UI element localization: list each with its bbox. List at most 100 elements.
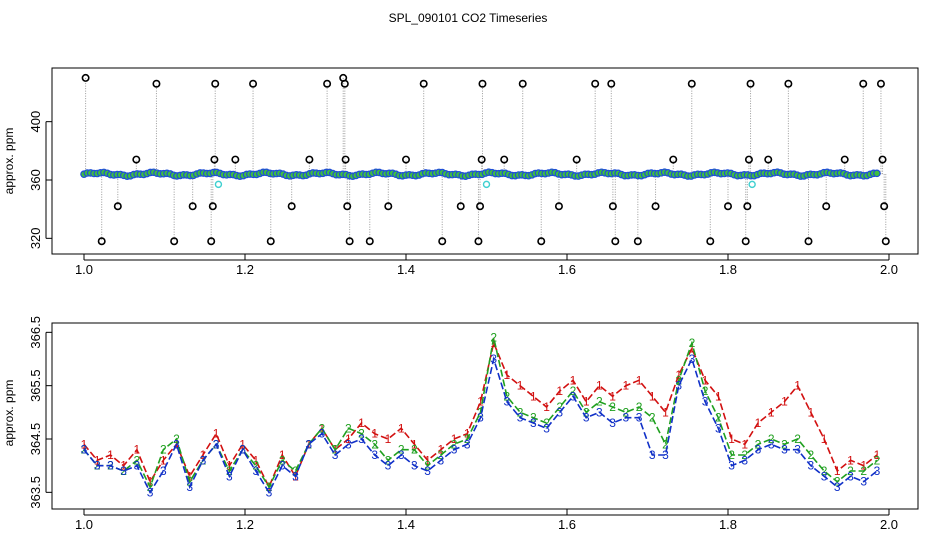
series-1-marker: 1 (464, 427, 471, 441)
series-3-marker: 3 (424, 464, 431, 478)
series-1-marker: 1 (556, 384, 563, 398)
spike-point (741, 237, 750, 246)
cyan-point (214, 180, 223, 189)
top-x-tick-label: 1.4 (397, 262, 415, 277)
series-1-marker: 1 (504, 368, 511, 382)
series-2-marker: 2 (345, 421, 352, 435)
spike-point (231, 155, 240, 164)
series-3-marker: 3 (570, 389, 577, 403)
spike-point (859, 79, 868, 88)
series-3-marker: 3 (715, 421, 722, 435)
top-x-tick-label: 1.8 (719, 262, 737, 277)
series-3-marker: 3 (358, 432, 365, 446)
spike-point (132, 155, 141, 164)
bottom-x-tick-label: 1.6 (558, 517, 576, 532)
series-1-marker: 1 (81, 437, 88, 451)
spike-point (591, 79, 600, 88)
spike-point (723, 202, 732, 211)
series-3-marker: 3 (821, 469, 828, 483)
series-2-marker: 2 (305, 437, 312, 451)
series-3-marker: 3 (239, 443, 246, 457)
series-3-marker: 3 (662, 448, 669, 462)
series-1-marker: 1 (160, 453, 167, 467)
bottom-panel: approx. ppm 1.0 1.2 1.4 1.6 1.8 2.0 363.5 364.5… (2, 316, 919, 532)
spike-point (518, 79, 527, 88)
series-2-marker: 2 (741, 448, 748, 462)
series-2-marker: 2 (371, 437, 378, 451)
series-1-marker: 1 (213, 427, 220, 441)
series-2-marker: 2 (847, 464, 854, 478)
spike-point (188, 202, 197, 211)
bottom-y-tick-label: 366.5 (28, 316, 43, 349)
series-1-marker: 1 (186, 469, 193, 483)
series-1-marker: 1 (755, 416, 762, 430)
series-2-marker: 2 (834, 475, 841, 489)
series-1-marker: 1 (345, 432, 352, 446)
series-3-marker: 3 (464, 437, 471, 451)
spike-point (266, 237, 275, 246)
series-2-marker: 2 (570, 384, 577, 398)
series-1-marker: 1 (252, 453, 259, 467)
series-2-marker: 2 (596, 395, 603, 409)
spike-point (608, 202, 617, 211)
series-3-marker: 3 (874, 464, 881, 478)
spike-point (706, 237, 715, 246)
series-1-marker: 1 (689, 341, 696, 355)
top-x-tick-label: 2.0 (880, 262, 898, 277)
baseline-point (873, 169, 881, 178)
top-x-tick-label: 1.6 (558, 262, 576, 277)
series-3-marker: 3 (292, 469, 299, 483)
series-3-marker: 3 (147, 485, 154, 499)
series-3-marker: 3 (385, 459, 392, 473)
series-3-marker: 3 (649, 448, 656, 462)
series-1-marker: 1 (821, 432, 828, 446)
series-1-marker: 1 (239, 437, 246, 451)
series-2-marker: 2 (768, 432, 775, 446)
series-1-marker: 1 (622, 379, 629, 393)
series-2-marker: 2 (662, 437, 669, 451)
series-2-marker: 2 (636, 400, 643, 414)
series-1-marker: 1 (530, 389, 537, 403)
series-3-marker: 3 (319, 427, 326, 441)
spike-point (476, 202, 485, 211)
spike-point (478, 79, 487, 88)
series-1-marker: 1 (728, 432, 735, 446)
series-3-marker: 3 (332, 448, 339, 462)
series-1-marker: 1 (107, 448, 114, 462)
series-2-marker: 2 (252, 459, 259, 473)
series-1-marker: 1 (596, 379, 603, 393)
spike-point (97, 237, 106, 246)
series-1-marker: 1 (147, 475, 154, 489)
top-x-tick-label: 1.2 (236, 262, 254, 277)
spike-point (607, 79, 616, 88)
series-2-marker: 2 (147, 480, 154, 494)
spike-point (881, 237, 890, 246)
series-2-marker: 2 (464, 432, 471, 446)
spike-point (340, 79, 349, 88)
spike-point (343, 202, 352, 211)
series-1-marker: 1 (173, 437, 180, 451)
spike-point (500, 155, 509, 164)
spike-point (210, 155, 219, 164)
series-1-marker: 1 (874, 448, 881, 462)
series-3-marker: 3 (622, 411, 629, 425)
series-1-marker: 1 (662, 405, 669, 419)
series-3-marker: 3 (609, 416, 616, 430)
series-1-marker: 1 (609, 389, 616, 403)
series-2-marker: 2 (794, 432, 801, 446)
series-1-marker: 1 (768, 405, 775, 419)
series-2-marker: 2 (490, 331, 497, 345)
bottom-axes: 1.0 1.2 1.4 1.6 1.8 2.0 363.5 364.5 365.5 366.5 (28, 316, 898, 532)
series-1-marker: 1 (279, 448, 286, 462)
series-3-marker: 3 (81, 443, 88, 457)
series-3-line (83, 355, 878, 494)
spike-point (419, 79, 428, 88)
bottom-y-axis-label: approx. ppm (2, 380, 16, 447)
series-3-marker: 3 (94, 459, 101, 473)
bottom-x-tick-label: 2.0 (880, 517, 898, 532)
series-2-marker: 2 (120, 464, 127, 478)
bottom-x-tick-label: 1.4 (397, 517, 415, 532)
spike-point (880, 202, 889, 211)
spike-point (878, 155, 887, 164)
